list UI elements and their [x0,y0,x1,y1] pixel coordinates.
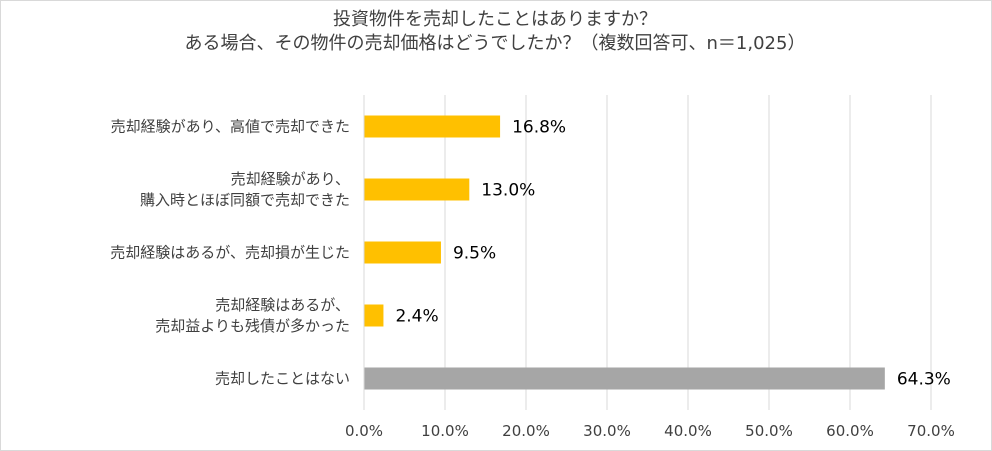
category-label-4-line-0: 売却したことはない [215,370,350,388]
value-label-2: 9.5% [453,244,496,264]
category-label-1: 売却経験があり、購入時とほぼ同額で売却できた [140,170,350,209]
x-tick-label-2: 20.0% [502,422,550,440]
category-label-1-line-0: 売却経験があり、 [231,170,350,188]
x-tick-label-6: 60.0% [826,422,874,440]
category-label-2-line-0: 売却経験はあるが、売却損が生じた [110,244,350,262]
category-label-0-line-0: 売却経験があり、高値で売却できた [111,118,350,136]
category-label-3: 売却経験はあるが、売却益よりも残債が多かった [155,296,350,335]
category-label-3-line-1: 売却益よりも残債が多かった [155,317,350,335]
bar-4 [364,367,885,390]
category-label-0: 売却経験があり、高値で売却できた [111,118,350,136]
bar-0 [364,115,501,138]
chart-title: 投資物件を売却したことはありますか？ ある場合、その物件の売却価格はどうでしたか… [0,8,990,56]
bar-2 [364,241,441,264]
value-label-4: 64.3% [897,370,951,390]
category-label-2: 売却経験はあるが、売却損が生じた [110,244,350,262]
x-tick-label-4: 40.0% [664,422,712,440]
bar-1 [364,178,470,201]
category-label-3-line-0: 売却経験はあるが、 [215,296,350,314]
bar-3 [364,304,384,327]
value-label-1: 13.0% [481,181,535,201]
value-label-3: 2.4% [395,307,438,327]
x-tick-label-5: 50.0% [745,422,793,440]
chart-title-line-1: 投資物件を売却したことはありますか？ [333,9,657,30]
x-tick-label-1: 10.0% [421,422,469,440]
x-tick-label-0: 0.0% [345,422,383,440]
value-label-0: 16.8% [512,118,566,138]
category-label-4: 売却したことはない [215,370,350,388]
chart-title-line-2: ある場合、その物件の売却価格はどうでしたか？（複数回答可、n＝1,025） [184,33,806,54]
x-tick-label-7: 70.0% [907,422,955,440]
category-label-1-line-1: 購入時とほぼ同額で売却できた [140,191,350,209]
x-tick-label-3: 30.0% [583,422,631,440]
